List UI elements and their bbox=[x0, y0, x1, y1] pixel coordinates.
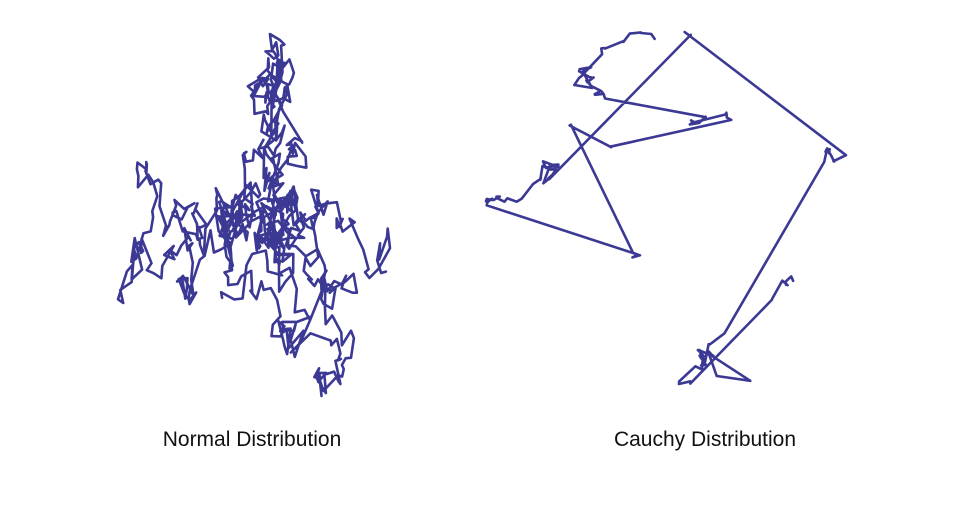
normal-random-walk-path bbox=[116, 32, 392, 398]
cauchy-walk-panel bbox=[484, 30, 848, 386]
cauchy-distribution-caption: Cauchy Distribution bbox=[613, 428, 797, 451]
normal-walk-panel bbox=[116, 32, 392, 398]
normal-distribution-caption: Normal Distribution bbox=[162, 428, 342, 451]
cauchy-random-walk-path bbox=[484, 30, 848, 386]
